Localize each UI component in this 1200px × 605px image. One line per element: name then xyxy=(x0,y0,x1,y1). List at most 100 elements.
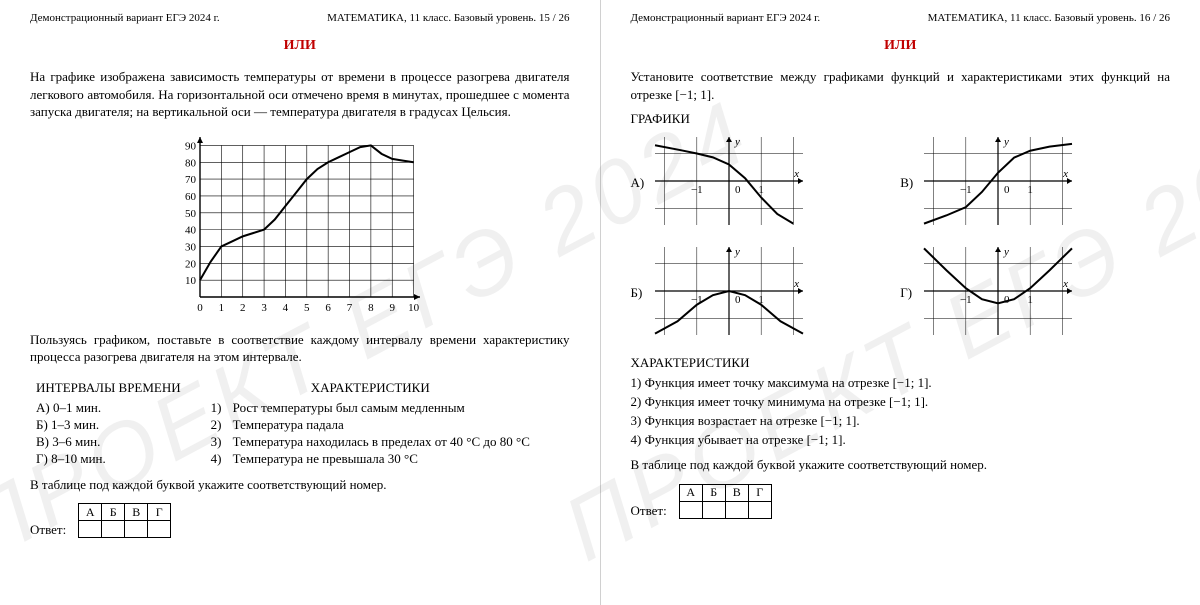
answer-table: АБВГ xyxy=(78,503,171,538)
svg-text:10: 10 xyxy=(408,302,420,314)
answer-block: Ответ: АБВГ xyxy=(631,484,1171,519)
answer-label: Ответ: xyxy=(631,503,667,519)
svg-text:−1: −1 xyxy=(690,184,702,196)
answer-header-cell: Б xyxy=(702,484,725,501)
svg-text:x: x xyxy=(793,168,799,180)
intervals-title: ИНТЕРВАЛЫ ВРЕМЕНИ xyxy=(30,380,181,396)
or-heading: ИЛИ xyxy=(631,38,1171,54)
svg-text:0: 0 xyxy=(197,302,203,314)
characteristic-item: 4)Температура не превышала 30 °C xyxy=(211,451,530,467)
interval-item: Б) 1–3 мин. xyxy=(30,417,181,433)
interval-item: В) 3–6 мин. xyxy=(30,434,181,450)
svg-text:2: 2 xyxy=(240,302,246,314)
svg-text:8: 8 xyxy=(368,302,374,314)
task-text: На графике изображена зависимость темпер… xyxy=(30,68,570,121)
interval-item: Г) 8–10 мин. xyxy=(30,451,181,467)
characteristic-item: 3) Функция возрастает на отрезке [−1; 1]… xyxy=(631,413,1171,429)
answer-cell[interactable] xyxy=(748,501,771,518)
svg-text:y: y xyxy=(734,246,740,258)
characteristics-title: ХАРАКТЕРИСТИКИ xyxy=(631,355,1171,371)
characteristic-item: 3)Температура находилась в пределах от 4… xyxy=(211,434,530,450)
characteristic-item: 1) Функция имеет точку максимума на отре… xyxy=(631,375,1171,391)
svg-text:40: 40 xyxy=(185,224,197,236)
page-16: ПРОЕКТ ЕГЭ 2024 Демонстрационный вариант… xyxy=(601,0,1200,605)
temperature-chart: 0 1 2 3 4 5 6 7 8 9 10 10 20 30 40 50 60 70 80 90 xyxy=(30,129,570,323)
page-15: ПРОЕКТ ЕГЭ 2024 Демонстрационный вариант… xyxy=(0,0,600,605)
or-heading: ИЛИ xyxy=(30,38,570,54)
svg-text:1: 1 xyxy=(1028,294,1034,306)
answer-cell[interactable] xyxy=(125,521,148,538)
table-instruction: В таблице под каждой буквой укажите соот… xyxy=(631,456,1171,474)
graph-label-a: А) xyxy=(631,175,649,191)
answer-header-cell: В xyxy=(125,504,148,521)
answer-header-cell: Г xyxy=(148,504,171,521)
answer-cell[interactable] xyxy=(102,521,125,538)
graph-label-v: В) xyxy=(900,175,918,191)
answer-header-cell: В xyxy=(725,484,748,501)
svg-text:6: 6 xyxy=(325,302,331,314)
header-right: МАТЕМАТИКА, 11 класс. Базовый уровень. 1… xyxy=(327,12,569,24)
graph-label-g: Г) xyxy=(900,285,918,301)
svg-text:80: 80 xyxy=(185,157,197,169)
graphs-grid: А) −101xy В) −101xy Б) −101xy Г) −101xy xyxy=(631,131,1171,345)
answer-header-cell: Б xyxy=(102,504,125,521)
answer-table: АБВГ xyxy=(679,484,772,519)
answer-cell[interactable] xyxy=(148,521,171,538)
header-right: МАТЕМАТИКА, 11 класс. Базовый уровень. 1… xyxy=(928,12,1170,24)
task-text: Установите соответствие между графиками … xyxy=(631,68,1171,103)
svg-text:x: x xyxy=(1062,278,1068,290)
svg-text:60: 60 xyxy=(185,191,197,203)
svg-text:7: 7 xyxy=(347,302,353,314)
svg-text:x: x xyxy=(1062,168,1068,180)
graphs-title: ГРАФИКИ xyxy=(631,111,1171,127)
svg-text:70: 70 xyxy=(185,174,197,186)
answer-header-cell: А xyxy=(679,484,702,501)
graph-g: −101xy xyxy=(918,241,1170,345)
page-header: Демонстрационный вариант ЕГЭ 2024 г. МАТ… xyxy=(631,12,1171,24)
svg-text:−1: −1 xyxy=(960,184,972,196)
page-header: Демонстрационный вариант ЕГЭ 2024 г. МАТ… xyxy=(30,12,570,24)
header-left: Демонстрационный вариант ЕГЭ 2024 г. xyxy=(631,12,821,24)
svg-text:y: y xyxy=(734,136,740,148)
characteristic-item: 1)Рост температуры был самым медленным xyxy=(211,400,530,416)
svg-text:0: 0 xyxy=(735,294,741,306)
svg-text:y: y xyxy=(1003,136,1009,148)
answer-cell[interactable] xyxy=(679,501,702,518)
graph-a: −101xy xyxy=(649,131,901,235)
graph-v: −1 0 1 x y xyxy=(918,131,1170,235)
answer-cell[interactable] xyxy=(79,521,102,538)
svg-text:0: 0 xyxy=(1004,184,1010,196)
after-chart-text: Пользуясь графиком, поставьте в соответс… xyxy=(30,331,570,366)
svg-text:9: 9 xyxy=(389,302,395,314)
header-left: Демонстрационный вариант ЕГЭ 2024 г. xyxy=(30,12,220,24)
svg-text:3: 3 xyxy=(261,302,267,314)
svg-text:0: 0 xyxy=(735,184,741,196)
answer-cell[interactable] xyxy=(725,501,748,518)
answer-label: Ответ: xyxy=(30,522,66,538)
svg-text:1: 1 xyxy=(218,302,224,314)
answer-cell[interactable] xyxy=(702,501,725,518)
graph-b: −101xy xyxy=(649,241,901,345)
svg-text:30: 30 xyxy=(185,241,197,253)
interval-item: А) 0–1 мин. xyxy=(30,400,181,416)
answer-header-cell: А xyxy=(79,504,102,521)
svg-text:90: 90 xyxy=(185,140,197,152)
svg-text:x: x xyxy=(793,278,799,290)
characteristic-item: 2)Температура падала xyxy=(211,417,530,433)
options-columns: ИНТЕРВАЛЫ ВРЕМЕНИ А) 0–1 мин.Б) 1–3 мин.… xyxy=(30,374,570,468)
svg-text:−1: −1 xyxy=(960,294,972,306)
svg-text:50: 50 xyxy=(185,207,197,219)
svg-text:10: 10 xyxy=(185,275,197,287)
svg-text:1: 1 xyxy=(1028,184,1034,196)
svg-text:20: 20 xyxy=(185,258,197,270)
characteristic-item: 2) Функция имеет точку минимума на отрез… xyxy=(631,394,1171,410)
answer-block: Ответ: АБВГ xyxy=(30,503,570,538)
svg-text:y: y xyxy=(1003,246,1009,258)
characteristics-title: ХАРАКТЕРИСТИКИ xyxy=(211,380,530,396)
svg-text:5: 5 xyxy=(304,302,310,314)
answer-header-cell: Г xyxy=(748,484,771,501)
svg-text:4: 4 xyxy=(282,302,288,314)
table-instruction: В таблице под каждой буквой укажите соот… xyxy=(30,476,570,494)
graph-label-b: Б) xyxy=(631,285,649,301)
characteristic-item: 4) Функция убывает на отрезке [−1; 1]. xyxy=(631,432,1171,448)
